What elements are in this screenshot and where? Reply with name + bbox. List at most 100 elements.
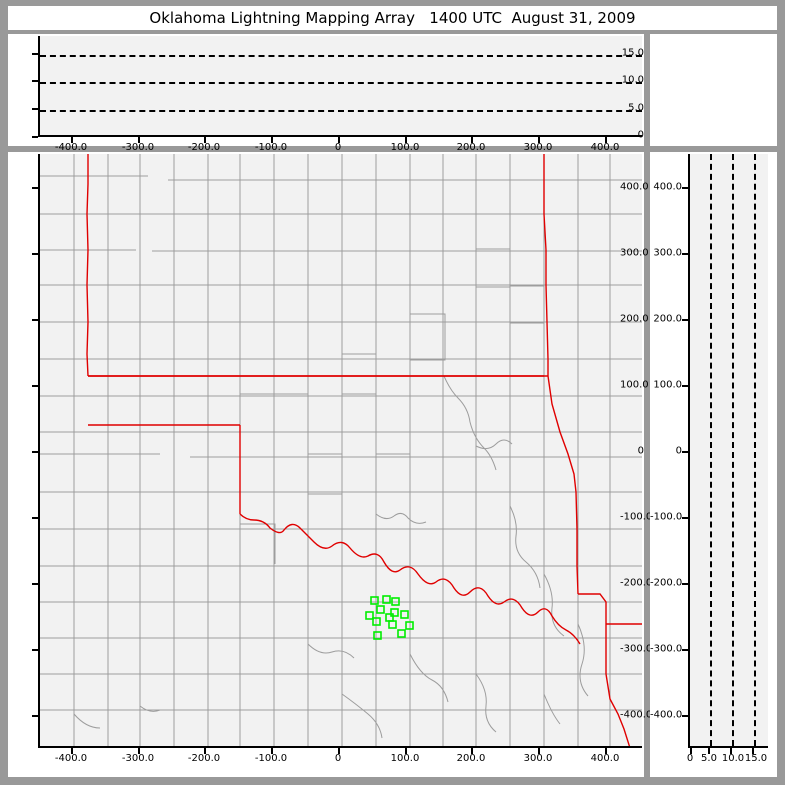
y-axis-tick	[32, 649, 38, 651]
x-axis-label: -200.0	[187, 142, 221, 153]
source-marker	[397, 629, 406, 638]
lma-source-markers	[365, 595, 414, 640]
x-axis-tick	[405, 137, 407, 143]
y-axis-label: -100.0	[650, 511, 683, 523]
y-axis-label: -300.0	[620, 643, 653, 655]
x-axis-label: 100.0	[390, 142, 420, 153]
y-axis-label: -200.0	[620, 577, 653, 589]
map-plot-area[interactable]	[38, 154, 642, 748]
x-axis-label: -200.0	[187, 753, 221, 764]
x-axis-label: -100.0	[254, 753, 288, 764]
y-axis-tick	[682, 187, 688, 189]
x-axis-tick	[752, 748, 754, 754]
x-axis-label: 15.0	[744, 753, 768, 764]
x-axis-tick	[471, 137, 473, 143]
y-axis-label: 300.0	[620, 247, 649, 259]
y-axis-tick	[32, 53, 38, 55]
state-boundaries	[86, 154, 642, 746]
y-axis-label: 100.0	[620, 379, 649, 391]
source-marker	[400, 610, 409, 619]
y-axis-label: 5.0	[628, 102, 644, 114]
source-marker	[365, 611, 374, 620]
y-axis-tick	[32, 517, 38, 519]
map-graphic	[40, 154, 642, 746]
x-axis-label: -300.0	[121, 142, 155, 153]
y-axis-tick	[32, 108, 38, 110]
panel-plan-view-map: 400.0 300.0 200.0 100.0 0 -100.0 -200.0 …	[8, 152, 653, 777]
y-axis-tick	[682, 451, 688, 453]
x-axis-tick	[271, 137, 273, 143]
gridline-vertical	[732, 154, 734, 746]
x-axis-tick	[405, 748, 407, 754]
y-axis-tick	[32, 583, 38, 585]
y-axis-tick	[32, 253, 38, 255]
panel-altitude-histogram	[650, 34, 777, 146]
source-marker	[372, 617, 381, 626]
x-axis-label: 400.0	[590, 753, 620, 764]
panel-altitude-vs-east-west: 15.0 10.0 5.0 0 -400.0 -300.0 -200.0 -10…	[8, 34, 644, 153]
y-axis-label: 200.0	[653, 313, 682, 325]
source-marker	[385, 613, 394, 622]
x-axis-label: 0	[334, 753, 342, 764]
gridline-horizontal	[40, 82, 642, 84]
source-marker	[388, 620, 397, 629]
gridline-vertical	[754, 154, 756, 746]
x-axis-label: -100.0	[254, 142, 288, 153]
x-axis-label: 300.0	[523, 142, 553, 153]
y-axis-tick	[32, 451, 38, 453]
x-axis-tick	[71, 137, 73, 143]
y-axis-label: 15.0	[621, 47, 644, 59]
right-plot-area	[688, 154, 768, 748]
source-marker	[382, 595, 391, 604]
x-axis-label: 0	[334, 142, 342, 153]
x-axis-tick	[605, 137, 607, 143]
x-axis-tick	[690, 748, 692, 754]
x-axis-tick	[338, 748, 340, 754]
x-axis-tick	[730, 748, 732, 754]
y-axis-label: 0	[637, 445, 644, 457]
y-axis-label: 300.0	[653, 247, 682, 259]
x-axis-tick	[471, 748, 473, 754]
y-axis-label: -200.0	[650, 577, 683, 589]
source-marker	[373, 631, 382, 640]
gridline-horizontal	[40, 110, 642, 112]
y-axis-label: 10.0	[621, 74, 644, 86]
top-plot-area	[38, 36, 642, 137]
y-axis-tick	[682, 253, 688, 255]
title-bar: Oklahoma Lightning Mapping Array 1400 UT…	[8, 6, 777, 30]
x-axis-tick	[271, 748, 273, 754]
y-axis-label: 0	[675, 445, 682, 457]
y-axis-label: 400.0	[653, 181, 682, 193]
x-axis-label: -400.0	[54, 753, 88, 764]
y-axis-label: 100.0	[653, 379, 682, 391]
y-axis-label: 0	[637, 129, 644, 141]
x-axis-tick	[138, 137, 140, 143]
y-axis-tick	[682, 319, 688, 321]
x-axis-tick	[605, 748, 607, 754]
y-axis-tick	[682, 649, 688, 651]
y-axis-tick	[682, 715, 688, 717]
x-axis-label: 100.0	[390, 753, 420, 764]
page-title: Oklahoma Lightning Mapping Array 1400 UT…	[149, 9, 636, 27]
x-axis-label: 300.0	[523, 753, 553, 764]
x-axis-tick	[138, 748, 140, 754]
x-axis-tick	[71, 748, 73, 754]
gridline-horizontal	[40, 55, 642, 57]
county-boundaries	[40, 154, 642, 746]
y-axis-tick	[32, 136, 38, 138]
x-axis-tick	[708, 748, 710, 754]
y-axis-tick	[32, 385, 38, 387]
source-marker	[370, 596, 379, 605]
x-axis-label: 400.0	[590, 142, 620, 153]
y-axis-label: 200.0	[620, 313, 649, 325]
y-axis-tick	[682, 517, 688, 519]
x-axis-tick	[204, 748, 206, 754]
x-axis-label: 0	[686, 753, 694, 764]
y-axis-tick	[682, 385, 688, 387]
source-marker	[391, 597, 400, 606]
x-axis-tick	[538, 137, 540, 143]
x-axis-label: 5.0	[701, 753, 717, 764]
x-axis-label: 200.0	[456, 753, 486, 764]
x-axis-tick	[538, 748, 540, 754]
source-marker	[376, 605, 385, 614]
